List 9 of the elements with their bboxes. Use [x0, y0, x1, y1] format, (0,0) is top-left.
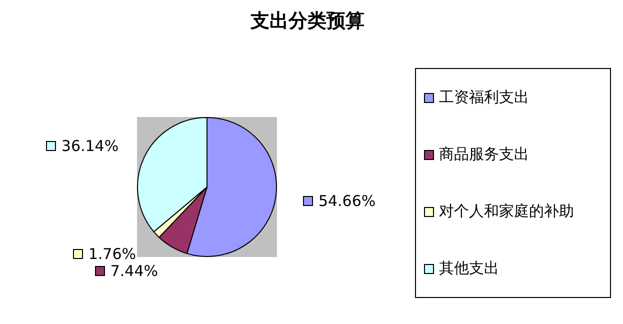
legend-label: 商品服务支出	[439, 145, 529, 164]
chart-title: 支出分类预算	[249, 9, 366, 34]
legend-label: 对个人和家庭的补助	[439, 202, 574, 221]
data-label: 7.44%	[110, 262, 158, 280]
legend-label: 其他支出	[439, 259, 499, 278]
data-label: 36.14%	[61, 136, 119, 155]
data-label: 54.66%	[318, 192, 376, 210]
data-label: 1.76%	[88, 244, 136, 263]
legend-label: 工资福利支出	[439, 88, 529, 107]
